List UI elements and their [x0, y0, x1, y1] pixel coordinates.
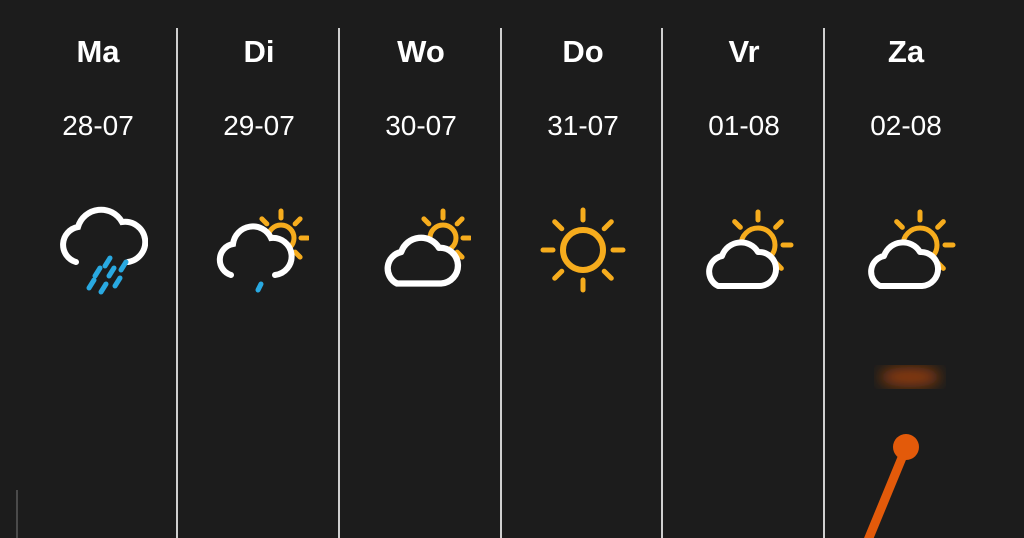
day-label: Za	[887, 34, 925, 69]
partly-sunny-icon	[868, 209, 956, 289]
day-column-vr[interactable]: Vr 01-08	[663, 0, 825, 538]
day-label: Ma	[76, 34, 120, 69]
column-divider	[500, 28, 502, 538]
column-divider	[338, 28, 340, 538]
day-column-wo[interactable]: Wo 30-07	[340, 0, 502, 538]
date-label: 01-08	[708, 110, 780, 141]
day-label: Do	[562, 34, 604, 69]
date-label: 02-08	[870, 110, 942, 141]
partly-sunny-icon	[706, 209, 794, 289]
column-divider	[661, 28, 663, 538]
day-column-za[interactable]: Za 02-08	[825, 0, 987, 538]
day-column-di[interactable]: Di 29-07	[178, 0, 340, 538]
date-label: 29-07	[223, 110, 295, 141]
partly-cloudy-light-rain-icon	[216, 208, 309, 293]
day-label: Wo	[397, 34, 445, 69]
sun-icon	[540, 207, 626, 293]
date-label: 28-07	[62, 110, 134, 141]
day-column-ma[interactable]: Ma 28-07	[17, 0, 179, 538]
column-divider	[176, 28, 178, 538]
rain-cloud-icon	[60, 206, 148, 295]
partly-cloudy-icon	[384, 208, 471, 287]
temperature-line	[864, 446, 911, 538]
day-label: Vr	[728, 34, 760, 69]
day-label: Di	[243, 34, 275, 69]
day-column-do[interactable]: Do 31-07	[502, 0, 664, 538]
temperature-point	[893, 434, 919, 460]
column-divider	[823, 28, 825, 538]
date-label: 31-07	[547, 110, 619, 141]
date-label: 30-07	[385, 110, 457, 141]
temperature-label-blurred	[880, 367, 940, 387]
